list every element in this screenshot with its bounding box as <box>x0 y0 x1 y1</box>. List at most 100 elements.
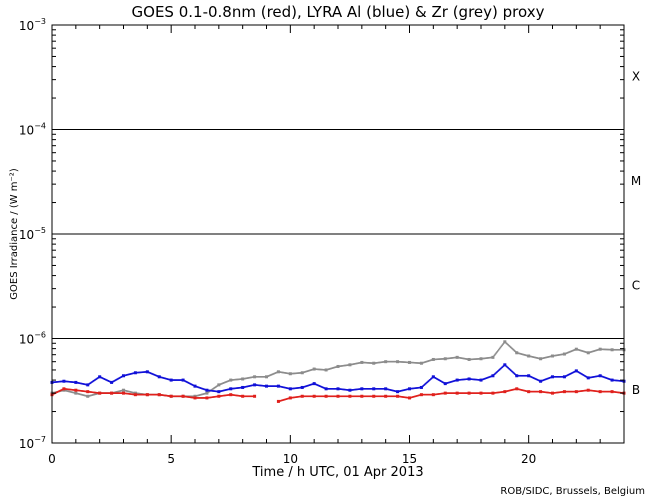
data-point <box>208 389 211 392</box>
data-point <box>451 392 453 394</box>
data-point <box>92 380 94 383</box>
data-point <box>223 394 226 397</box>
data-point <box>292 396 294 399</box>
data-point <box>157 393 161 397</box>
data-point <box>532 376 534 379</box>
data-point <box>109 380 111 383</box>
data-point <box>555 391 557 394</box>
data-point <box>237 394 240 397</box>
data-point <box>351 363 354 366</box>
data-point <box>320 395 322 398</box>
data-point <box>582 374 584 376</box>
data-point <box>413 387 416 390</box>
data-point <box>421 393 424 396</box>
data-point <box>322 395 325 398</box>
data-point <box>294 387 297 390</box>
data-point <box>308 395 310 398</box>
data-point <box>217 383 221 387</box>
data-point <box>110 380 114 384</box>
data-point <box>612 348 614 351</box>
data-point <box>317 368 320 371</box>
data-point <box>59 380 62 383</box>
data-point <box>485 392 487 394</box>
data-point <box>503 340 507 344</box>
data-point <box>572 390 575 393</box>
data-point <box>340 388 343 391</box>
data-point <box>161 394 163 396</box>
data-point <box>83 383 86 385</box>
data-point <box>525 354 527 357</box>
data-point <box>257 384 259 387</box>
data-point <box>612 379 615 382</box>
data-point <box>504 364 507 367</box>
data-point <box>518 374 521 377</box>
data-point <box>368 362 371 364</box>
data-point <box>321 368 324 371</box>
data-point <box>246 395 249 398</box>
data-point <box>517 388 520 391</box>
data-point <box>458 392 461 394</box>
data-point <box>213 387 216 389</box>
data-point <box>132 393 135 396</box>
data-point <box>288 387 292 391</box>
data-point <box>435 377 438 380</box>
data-point <box>607 390 609 393</box>
data-point <box>188 395 190 398</box>
data-point <box>89 382 92 384</box>
data-point <box>388 388 390 391</box>
data-point <box>291 387 293 390</box>
data-point <box>507 390 510 392</box>
data-point <box>374 362 377 364</box>
data-point <box>435 358 437 361</box>
data-point <box>424 393 426 396</box>
data-point <box>569 390 572 393</box>
data-point <box>383 395 385 398</box>
data-point <box>151 393 154 396</box>
data-point <box>378 388 380 390</box>
data-point <box>328 388 331 390</box>
data-point <box>298 387 300 389</box>
data-point <box>573 370 576 373</box>
data-point <box>484 357 487 360</box>
data-point <box>598 390 602 394</box>
data-point <box>319 368 321 371</box>
data-point <box>346 395 349 398</box>
data-point <box>163 377 166 380</box>
data-point <box>454 356 457 359</box>
data-point <box>229 378 233 382</box>
data-point <box>112 392 115 394</box>
data-point <box>606 377 608 380</box>
data-point <box>349 363 352 366</box>
data-point <box>548 355 550 358</box>
data-point <box>440 358 442 360</box>
data-point <box>597 390 600 393</box>
data-point <box>406 361 409 364</box>
data-point <box>205 391 209 395</box>
data-point <box>457 379 459 381</box>
data-point <box>138 393 140 396</box>
data-point <box>529 390 532 393</box>
data-point <box>282 386 285 389</box>
data-point <box>388 395 390 398</box>
data-point <box>119 392 121 394</box>
data-point <box>406 396 409 399</box>
data-point <box>452 356 455 359</box>
data-point <box>551 375 554 379</box>
data-point <box>276 370 280 374</box>
y-tick-label: 10−4 <box>19 122 46 138</box>
data-point <box>177 379 179 381</box>
data-point <box>276 384 280 388</box>
x-axis-ticks: 0 5 10 15 20 <box>48 25 625 466</box>
data-point <box>303 395 305 398</box>
data-point <box>315 368 318 371</box>
data-point <box>592 350 595 353</box>
data-point <box>364 395 367 398</box>
data-point <box>516 352 519 354</box>
data-point <box>267 375 270 377</box>
data-point <box>130 391 132 393</box>
data-point <box>566 352 568 354</box>
data-point <box>574 369 578 373</box>
data-point <box>383 388 385 390</box>
data-point <box>84 383 86 386</box>
data-point <box>565 352 567 355</box>
